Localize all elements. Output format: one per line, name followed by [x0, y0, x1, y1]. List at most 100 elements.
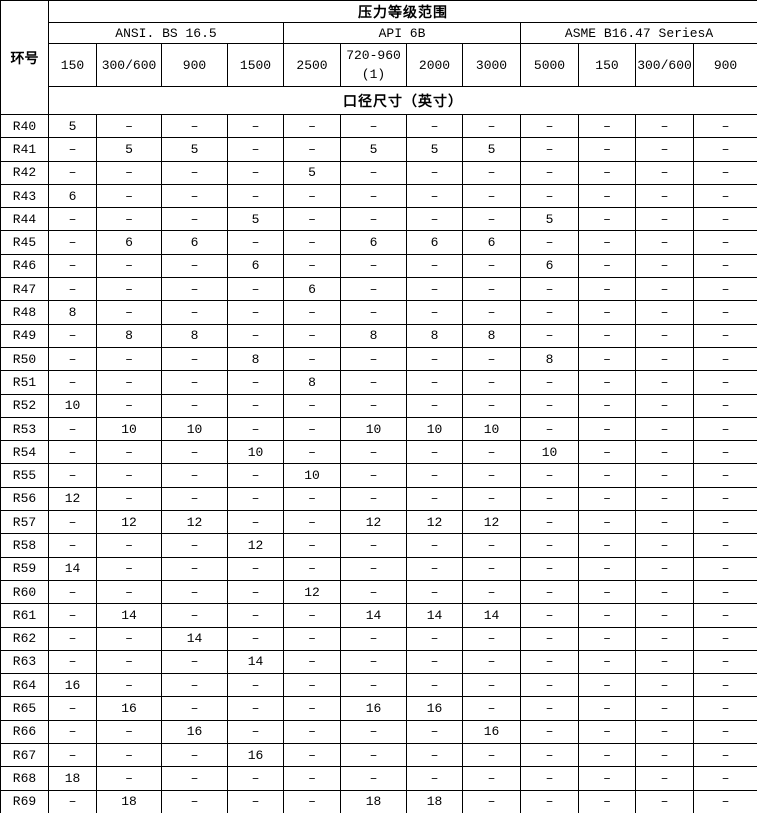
size-cell: 6: [48, 183, 97, 209]
ring-number-cell: R56: [0, 486, 49, 512]
pressure-class-label: 5000: [533, 57, 566, 73]
size-cell: –: [578, 277, 636, 302]
size-cell: 14: [406, 603, 463, 628]
size-cell: –: [161, 743, 228, 768]
size-cell: –: [520, 789, 579, 813]
size-cell: –: [161, 300, 228, 325]
size-cell: –: [96, 300, 162, 325]
size-cell: –: [578, 253, 636, 279]
size-cell: –: [48, 230, 97, 255]
size-cell: –: [635, 603, 694, 628]
group-header-ansi-bs-165: ANSI. BS 16.5: [48, 22, 284, 44]
ring-number-cell: R69: [0, 789, 49, 813]
size-cell: –: [635, 789, 694, 813]
table-row: R55– – – –10– – – – – – –: [0, 463, 757, 488]
table-row: R60– – – –12– – – – – – –: [0, 579, 757, 605]
size-cell: –: [578, 137, 636, 162]
size-cell: –: [48, 323, 97, 348]
group-header-api-6b: API 6B: [283, 22, 521, 44]
size-cell: –: [635, 113, 694, 139]
size-cell: –: [692, 486, 757, 512]
size-cell: –: [227, 137, 284, 162]
ring-number-header: 环号: [0, 0, 49, 115]
size-cell: –: [96, 183, 162, 209]
size-cell: –: [462, 626, 521, 651]
size-cell: –: [520, 416, 579, 442]
size-cell: –: [520, 696, 579, 721]
pressure-class-range-title: 压力等级范围: [47, 0, 757, 23]
size-cell: –: [161, 346, 228, 372]
ring-number-cell: R42: [0, 160, 49, 185]
size-cell: –: [578, 766, 636, 791]
size-cell: –: [48, 743, 97, 768]
table-row: R45–6 6– –6 6 6– – – –: [0, 230, 757, 255]
size-cell: –: [96, 207, 162, 232]
size-cell: –: [283, 789, 341, 813]
size-cell: –: [96, 370, 162, 395]
size-cell: –: [406, 743, 463, 768]
size-cell: –: [340, 626, 407, 651]
size-cell: –: [406, 393, 463, 418]
size-cell: –: [161, 207, 228, 232]
size-cell: 8: [406, 323, 463, 348]
size-cell: –: [340, 649, 407, 675]
size-cell: –: [340, 556, 407, 581]
size-cell: 5: [161, 137, 228, 162]
size-cell: –: [96, 533, 162, 558]
pressure-class-header: 900: [692, 43, 757, 87]
size-cell: –: [161, 463, 228, 488]
size-cell: –: [578, 440, 636, 465]
size-cell: 10: [48, 393, 97, 418]
size-cell: –: [48, 370, 97, 395]
size-cell: –: [520, 603, 579, 628]
size-cell: –: [520, 649, 579, 675]
size-cell: 14: [227, 649, 284, 675]
size-cell: –: [462, 486, 521, 512]
size-cell: –: [227, 510, 284, 535]
size-cell: –: [520, 230, 579, 255]
size-cell: –: [96, 440, 162, 465]
size-cell: –: [692, 719, 757, 745]
size-cell: 14: [340, 603, 407, 628]
size-cell: 12: [406, 510, 463, 535]
size-cell: –: [462, 393, 521, 418]
size-cell: –: [283, 346, 341, 372]
size-cell: –: [578, 579, 636, 605]
size-cell: –: [48, 510, 97, 535]
size-cell: –: [161, 370, 228, 395]
size-cell: –: [340, 486, 407, 512]
size-cell: –: [635, 463, 694, 488]
size-cell: –: [578, 649, 636, 675]
size-cell: –: [635, 393, 694, 418]
size-cell: –: [283, 556, 341, 581]
size-cell: 18: [96, 789, 162, 813]
size-cell: –: [692, 323, 757, 348]
ring-number-cell: R50: [0, 346, 49, 372]
size-cell: –: [283, 253, 341, 279]
size-cell: –: [462, 766, 521, 791]
size-cell: –: [692, 370, 757, 395]
size-cell: 12: [161, 510, 228, 535]
table-row: R48 8– – – – – – – – – – –: [0, 300, 757, 325]
table-row: R67– – –16– – – – – – – –: [0, 743, 757, 768]
size-cell: –: [692, 277, 757, 302]
size-cell: –: [462, 463, 521, 488]
ring-number-cell: R62: [0, 626, 49, 651]
size-cell: –: [340, 440, 407, 465]
size-cell: –: [340, 393, 407, 418]
size-cell: –: [227, 486, 284, 512]
ring-number-cell: R47: [0, 277, 49, 302]
size-cell: –: [340, 370, 407, 395]
size-cell: –: [283, 137, 341, 162]
pressure-class-header: 300/600: [96, 43, 162, 87]
size-cell: –: [227, 696, 284, 721]
size-cell: –: [406, 533, 463, 558]
ring-number-cell: R44: [0, 207, 49, 232]
size-cell: 10: [520, 440, 579, 465]
size-cell: –: [406, 719, 463, 745]
ring-number-cell: R53: [0, 416, 49, 442]
size-cell: 5: [462, 137, 521, 162]
size-cell: –: [578, 486, 636, 512]
size-cell: 14: [96, 603, 162, 628]
size-cell: –: [283, 719, 341, 745]
